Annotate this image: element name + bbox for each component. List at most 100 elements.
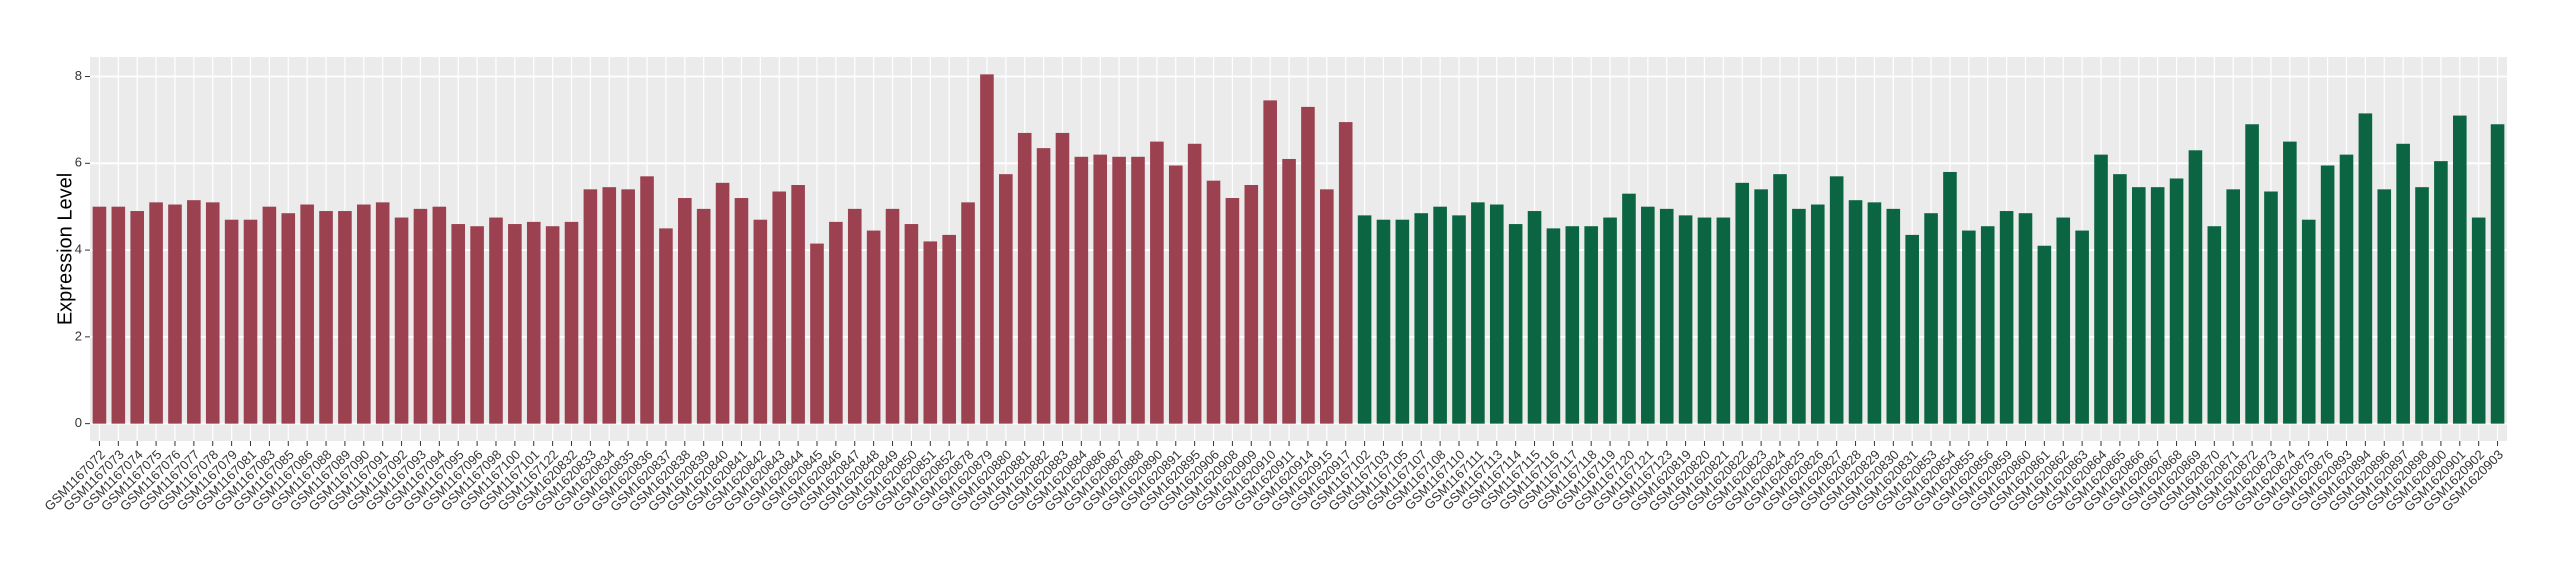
bar — [2490, 124, 2505, 424]
bar — [2245, 124, 2259, 424]
y-tick-label: 8 — [75, 68, 82, 83]
bar — [1678, 215, 1693, 424]
bar — [2113, 174, 2127, 424]
bar — [413, 208, 428, 424]
bar — [640, 176, 654, 424]
y-axis-title: Expression Level — [54, 173, 76, 325]
bar — [319, 211, 333, 424]
bar — [2377, 189, 2392, 424]
bar — [1754, 189, 1768, 424]
bar — [2320, 165, 2335, 424]
bar — [1924, 213, 1938, 424]
bar — [1980, 226, 1995, 424]
bar — [526, 221, 541, 424]
bar — [1829, 176, 1844, 424]
bar — [1603, 217, 1617, 424]
bar — [1659, 208, 1674, 424]
bar — [1225, 198, 1240, 424]
bar — [583, 189, 598, 424]
bar — [1943, 171, 1957, 424]
bar — [1489, 204, 1504, 424]
bar — [753, 219, 768, 424]
bar — [866, 230, 881, 424]
bar — [451, 224, 466, 424]
bar — [829, 221, 843, 424]
bar — [1131, 156, 1145, 424]
bar — [621, 189, 635, 424]
bar — [1244, 185, 1259, 424]
bar — [2339, 154, 2354, 424]
bar — [1697, 217, 1712, 424]
y-tick-label: 0 — [75, 415, 82, 430]
bar — [149, 202, 163, 424]
bar — [2131, 187, 2146, 424]
bar — [1112, 156, 1126, 424]
bar — [1168, 165, 1183, 424]
bar — [2301, 219, 2316, 424]
bar — [1962, 230, 1976, 424]
bar — [1187, 143, 1202, 424]
bar — [2188, 150, 2203, 424]
bar — [1093, 154, 1108, 424]
bar — [980, 74, 994, 424]
bar — [678, 198, 692, 424]
bar — [1395, 219, 1410, 424]
bar — [375, 202, 390, 424]
bar — [1414, 213, 1429, 424]
bar — [187, 200, 201, 424]
bar — [1508, 224, 1523, 424]
bar — [470, 226, 484, 424]
bar — [2415, 187, 2429, 424]
bar — [1263, 100, 1277, 424]
bar — [1527, 211, 1542, 424]
bar — [92, 206, 107, 424]
bar — [696, 208, 711, 424]
bar — [2226, 189, 2240, 424]
bar — [2396, 143, 2410, 424]
bar — [2018, 213, 2033, 424]
bar — [1357, 215, 1372, 424]
bar — [942, 234, 956, 424]
bar — [2037, 245, 2052, 424]
bar — [772, 191, 787, 424]
bar — [1206, 180, 1221, 424]
bar — [432, 206, 447, 424]
bar — [1301, 106, 1315, 424]
bar — [1810, 204, 1825, 424]
bar — [1036, 148, 1051, 424]
bar — [394, 217, 409, 424]
bar — [1999, 211, 2014, 424]
bar — [1565, 226, 1580, 424]
bar — [205, 202, 220, 424]
bar — [1848, 200, 1863, 424]
bar — [300, 204, 314, 424]
bar — [357, 204, 371, 424]
bar — [1150, 141, 1164, 424]
bar — [168, 204, 182, 424]
bar — [1792, 208, 1806, 424]
bar — [1452, 215, 1466, 424]
bar — [904, 224, 919, 424]
bar — [791, 185, 805, 424]
bar — [2358, 113, 2373, 424]
bar — [262, 206, 277, 424]
bar — [281, 213, 296, 424]
bar — [2452, 115, 2467, 424]
bar — [2434, 161, 2448, 424]
bar — [602, 187, 617, 424]
bar — [1716, 217, 1731, 424]
bar — [224, 219, 239, 424]
bar — [1905, 234, 1919, 424]
bar — [1641, 206, 1655, 424]
bar — [961, 202, 975, 424]
bar — [1622, 193, 1636, 424]
bar — [489, 217, 503, 424]
bar — [1376, 219, 1391, 424]
bar — [2150, 187, 2165, 424]
bar — [1074, 156, 1089, 424]
bar — [243, 219, 258, 424]
bar — [1055, 132, 1070, 424]
y-tick-label: 4 — [75, 242, 82, 257]
bar — [2207, 226, 2222, 424]
